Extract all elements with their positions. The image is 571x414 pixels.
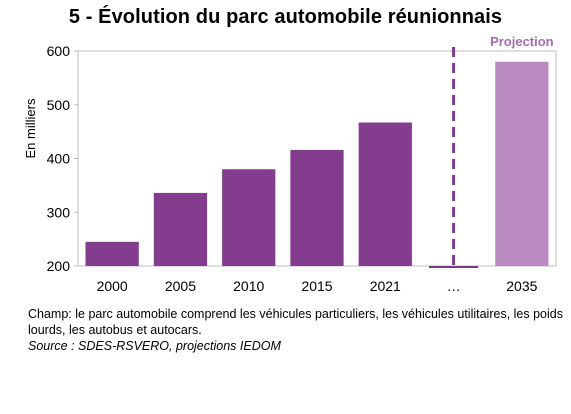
scope-note: Champ: le parc automobile comprend les v… [28, 307, 563, 337]
y-tick-label: 600 [47, 43, 71, 59]
bar [222, 169, 276, 266]
bar [358, 122, 412, 266]
chart-title: 5 - Évolution du parc automobile réunion… [68, 6, 503, 28]
x-tick-label: 2035 [506, 278, 537, 294]
x-tick-label: 2015 [301, 278, 332, 294]
y-tick-label: 200 [47, 258, 71, 274]
projection-bar [495, 61, 549, 266]
source-note: Source : SDES-RSVERO, projections IEDOM [28, 339, 281, 353]
x-tick-label: 2021 [370, 278, 401, 294]
y-tick-label: 500 [47, 97, 71, 113]
x-tick-label: 2010 [233, 278, 264, 294]
y-tick-label: 400 [47, 151, 71, 167]
y-axis: 200 300 400 500 600 [47, 43, 78, 274]
bar [290, 149, 344, 266]
projection-label: Projection [490, 34, 554, 49]
x-axis: 2000 2005 2010 2015 2021 … 2035 [97, 278, 538, 294]
bar-chart: 200 300 400 500 600 2000 2005 2010 2015 2021 … 203… [23, 34, 557, 294]
x-tick-label: 2005 [165, 278, 196, 294]
y-axis-label: En milliers [23, 98, 38, 158]
bar [85, 241, 139, 266]
x-tick-label: 2000 [97, 278, 128, 294]
y-tick-label: 300 [47, 204, 71, 220]
bar [153, 192, 208, 266]
bars [85, 61, 549, 268]
chart-notes: Champ: le parc automobile comprend les v… [28, 306, 563, 354]
x-tick-label: … [447, 278, 461, 294]
